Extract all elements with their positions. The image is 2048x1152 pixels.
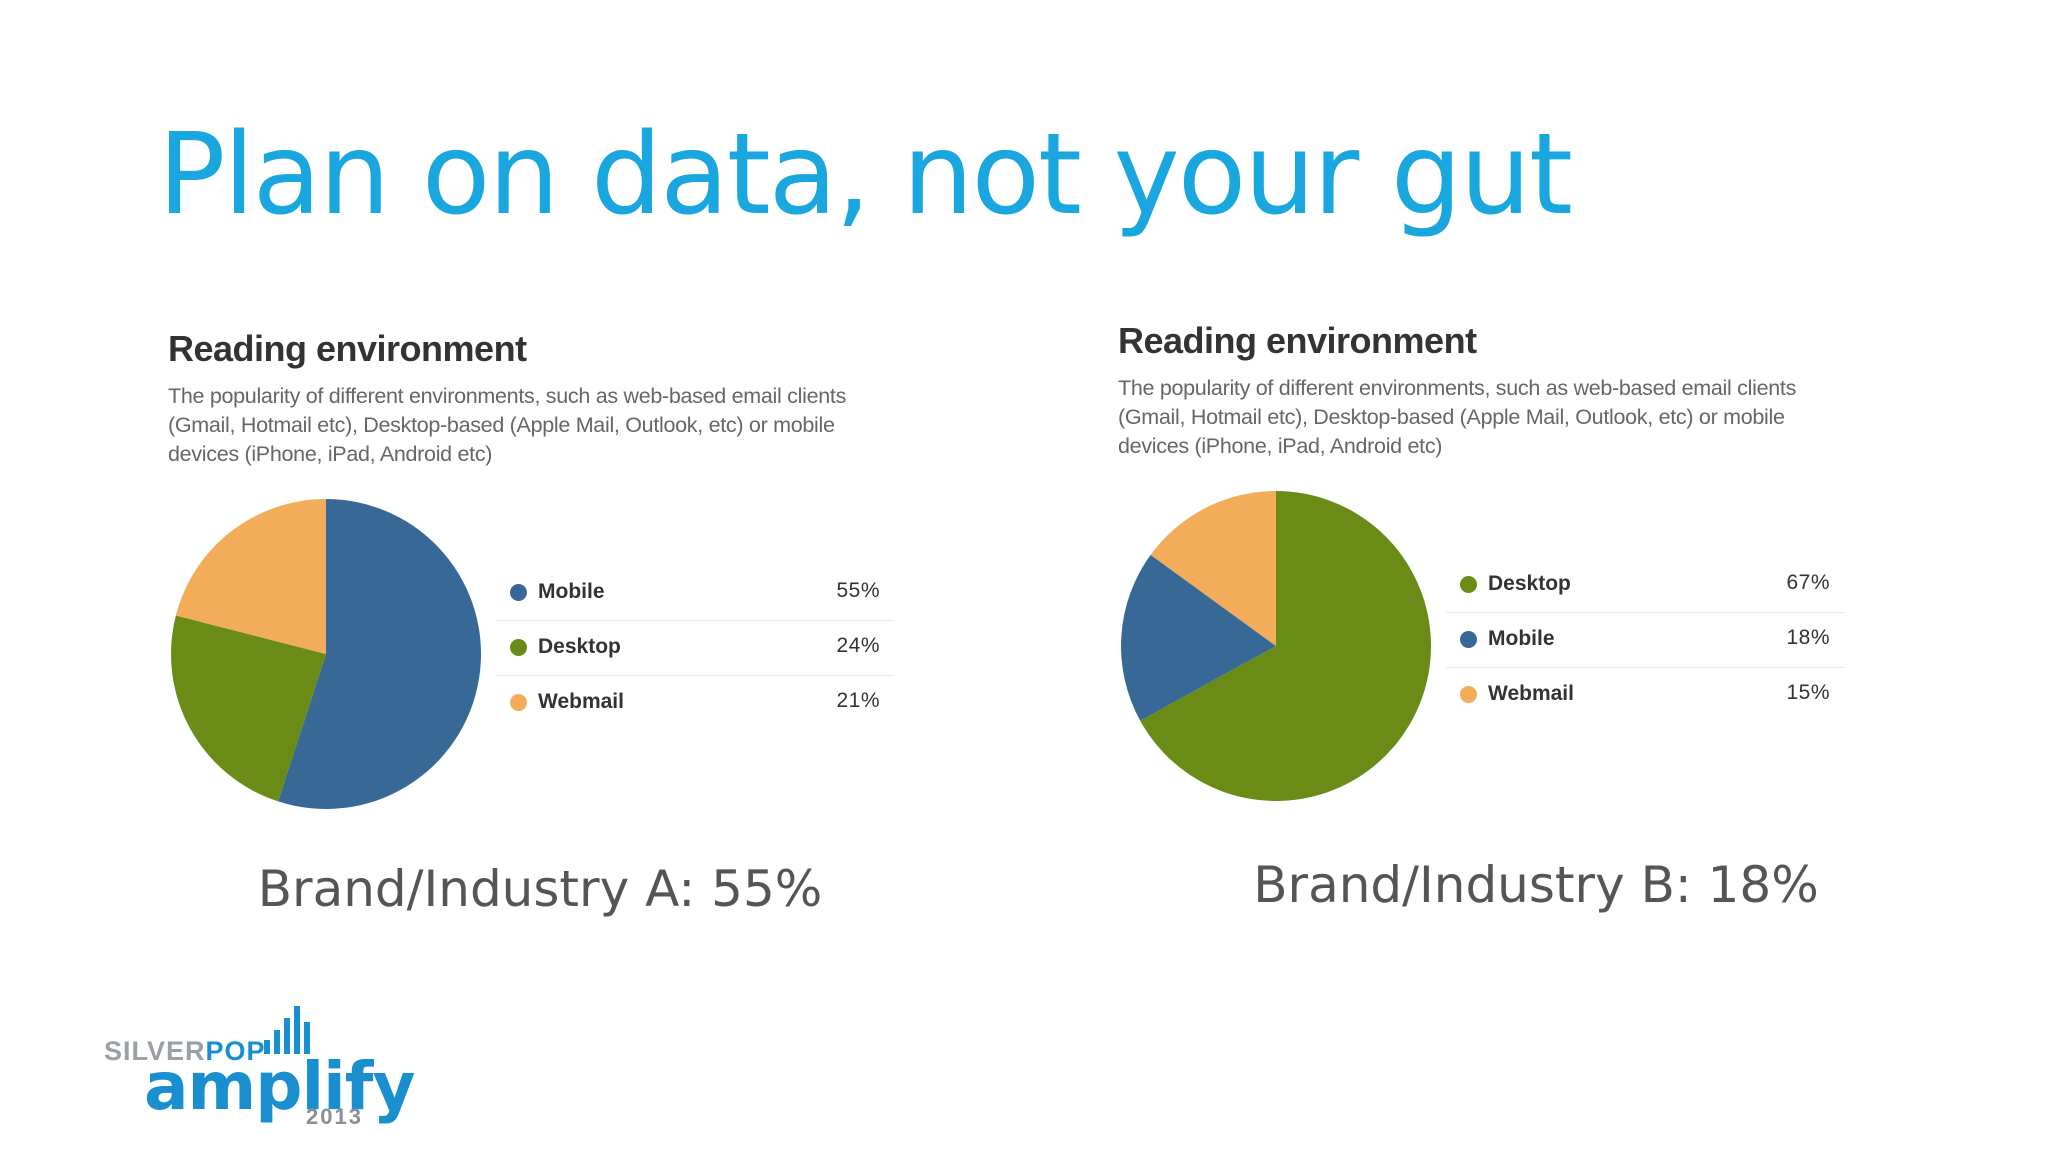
caption-brand-b: Brand/Industry B: 18% [1253,856,1819,914]
chart-panel-b: Reading environment The popularity of di… [1118,314,1858,814]
pie-slice-webmail [175,499,326,654]
legend-item: Mobile 18% [1446,613,1844,668]
chart-title: Reading environment [1118,320,1477,361]
pie-slice-mobile [278,499,482,809]
legend-swatch [510,694,527,711]
pie-slice-mobile [1121,554,1276,721]
logo-top-word: SILVERPOP [104,1036,266,1067]
legend-label: Webmail [1488,682,1574,705]
legend-label: Mobile [538,580,605,603]
legend-swatch [510,639,527,656]
legend-value: 55% [836,579,880,602]
legend-swatch [1460,686,1477,703]
chart-panel-a: Reading environment The popularity of di… [168,322,908,822]
legend-value: 21% [836,689,880,712]
chart-subtitle: The popularity of different environments… [1118,376,1797,458]
chart-legend: Desktop 67% Mobile 18% Webmail 15% [1446,558,1844,722]
pie-slice-desktop [1140,491,1431,801]
caption-brand-a: Brand/Industry A: 55% [257,860,823,918]
pie-slice-desktop [171,615,326,802]
legend-swatch [510,584,527,601]
chart-subtitle: The popularity of different environments… [168,384,847,466]
legend-value: 18% [1786,626,1830,649]
logo-silver: SILVER [104,1036,206,1066]
logo-year: 2013 [306,1104,363,1129]
legend-item: Webmail 15% [1446,668,1844,722]
legend-label: Desktop [1488,572,1571,595]
silverpop-amplify-logo: SILVERPOP amplify 2013 [100,1000,420,1130]
legend-item: Desktop 24% [496,621,894,676]
chart-title: Reading environment [168,328,527,369]
pie-chart [1121,491,1431,801]
slide-title: Plan on data, not your gut [158,110,1573,240]
signal-bars-icon [264,1006,310,1054]
legend-label: Webmail [538,690,624,713]
legend-value: 15% [1786,681,1830,704]
pie-chart [171,499,482,809]
legend-label: Mobile [1488,627,1555,650]
legend-label: Desktop [538,635,621,658]
legend-item: Mobile 55% [496,566,894,621]
legend-swatch [1460,576,1477,593]
pie-slice-webmail [1150,491,1276,646]
legend-value: 24% [836,634,880,657]
logo-pop: POP [205,1036,266,1066]
chart-legend: Mobile 55% Desktop 24% Webmail 21% [496,566,894,730]
logo-word: amplify [144,1048,416,1125]
legend-item: Webmail 21% [496,676,894,730]
legend-item: Desktop 67% [1446,558,1844,613]
legend-swatch [1460,631,1477,648]
legend-value: 67% [1786,571,1830,594]
